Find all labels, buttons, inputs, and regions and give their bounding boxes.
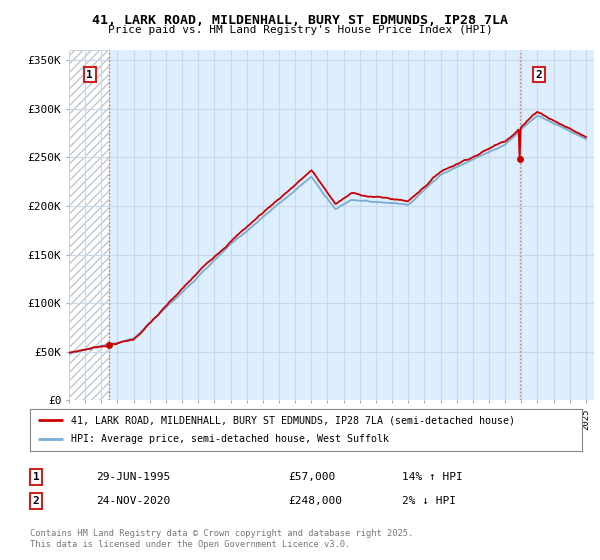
Text: Contains HM Land Registry data © Crown copyright and database right 2025.
This d: Contains HM Land Registry data © Crown c…: [30, 529, 413, 549]
Text: 1: 1: [86, 69, 93, 80]
Text: Price paid vs. HM Land Registry's House Price Index (HPI): Price paid vs. HM Land Registry's House …: [107, 25, 493, 35]
Text: HPI: Average price, semi-detached house, West Suffolk: HPI: Average price, semi-detached house,…: [71, 435, 389, 445]
Text: 2% ↓ HPI: 2% ↓ HPI: [402, 496, 456, 506]
Text: 2: 2: [536, 69, 542, 80]
Text: 1: 1: [32, 472, 40, 482]
Text: 41, LARK ROAD, MILDENHALL, BURY ST EDMUNDS, IP28 7LA (semi-detached house): 41, LARK ROAD, MILDENHALL, BURY ST EDMUN…: [71, 415, 515, 425]
Text: £57,000: £57,000: [288, 472, 335, 482]
Text: £248,000: £248,000: [288, 496, 342, 506]
Text: 2: 2: [32, 496, 40, 506]
Bar: [69, 50, 109, 400]
Text: 14% ↑ HPI: 14% ↑ HPI: [402, 472, 463, 482]
Text: 29-JUN-1995: 29-JUN-1995: [96, 472, 170, 482]
Text: 41, LARK ROAD, MILDENHALL, BURY ST EDMUNDS, IP28 7LA: 41, LARK ROAD, MILDENHALL, BURY ST EDMUN…: [92, 14, 508, 27]
Text: 24-NOV-2020: 24-NOV-2020: [96, 496, 170, 506]
